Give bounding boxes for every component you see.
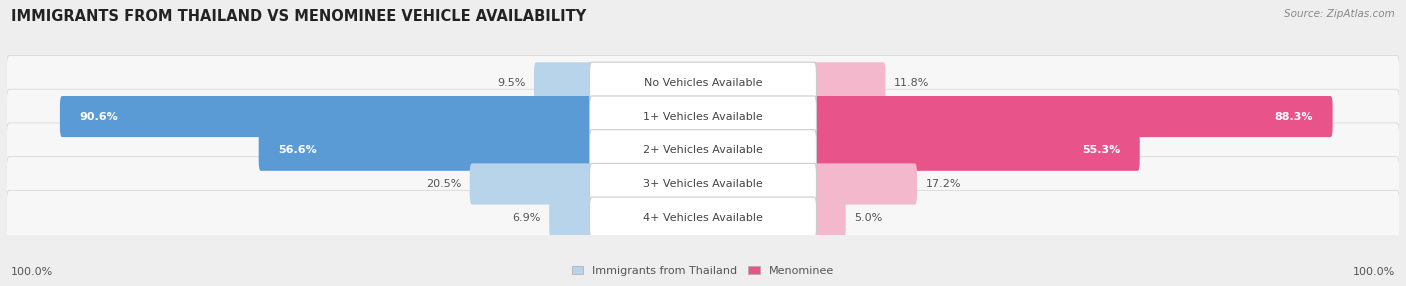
FancyBboxPatch shape [589,62,817,104]
Text: 3+ Vehicles Available: 3+ Vehicles Available [643,179,763,189]
Text: 20.5%: 20.5% [426,179,461,189]
Text: 2+ Vehicles Available: 2+ Vehicles Available [643,145,763,155]
FancyBboxPatch shape [7,55,1399,110]
FancyBboxPatch shape [470,163,593,204]
FancyBboxPatch shape [589,96,817,137]
FancyBboxPatch shape [534,62,593,104]
Text: IMMIGRANTS FROM THAILAND VS MENOMINEE VEHICLE AVAILABILITY: IMMIGRANTS FROM THAILAND VS MENOMINEE VE… [11,9,586,23]
Text: 55.3%: 55.3% [1083,145,1121,155]
Legend: Immigrants from Thailand, Menominee: Immigrants from Thailand, Menominee [568,261,838,281]
Text: 5.0%: 5.0% [853,213,883,223]
Text: 90.6%: 90.6% [79,112,118,122]
Text: 9.5%: 9.5% [498,78,526,88]
FancyBboxPatch shape [7,89,1399,144]
Text: 17.2%: 17.2% [925,179,960,189]
Text: No Vehicles Available: No Vehicles Available [644,78,762,88]
FancyBboxPatch shape [7,190,1399,245]
Text: 56.6%: 56.6% [278,145,316,155]
FancyBboxPatch shape [589,130,817,171]
FancyBboxPatch shape [550,197,593,238]
Text: 4+ Vehicles Available: 4+ Vehicles Available [643,213,763,223]
FancyBboxPatch shape [813,96,1333,137]
FancyBboxPatch shape [589,163,817,204]
FancyBboxPatch shape [589,197,817,238]
FancyBboxPatch shape [813,163,917,204]
Text: 100.0%: 100.0% [11,267,53,277]
FancyBboxPatch shape [60,96,593,137]
Text: 100.0%: 100.0% [1353,267,1395,277]
Text: Source: ZipAtlas.com: Source: ZipAtlas.com [1284,9,1395,19]
FancyBboxPatch shape [7,157,1399,211]
FancyBboxPatch shape [813,130,1140,171]
FancyBboxPatch shape [813,197,845,238]
Text: 6.9%: 6.9% [513,213,541,223]
FancyBboxPatch shape [813,62,886,104]
Text: 1+ Vehicles Available: 1+ Vehicles Available [643,112,763,122]
Text: 11.8%: 11.8% [894,78,929,88]
Text: 88.3%: 88.3% [1275,112,1313,122]
FancyBboxPatch shape [7,123,1399,178]
FancyBboxPatch shape [259,130,593,171]
